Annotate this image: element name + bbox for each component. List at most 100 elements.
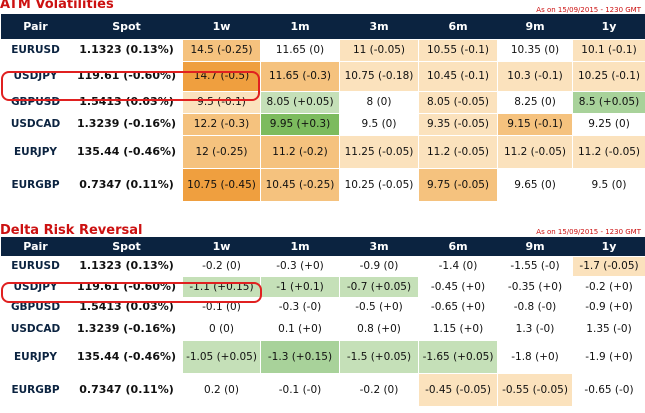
value-cell: 9.25 (0): [572, 112, 645, 136]
rr-header-1m: 1m: [260, 237, 340, 256]
table-row: USDCAD 1.3239 (-0.16%) 0 (0) 0.1 (+0) 0.8 (+…: [0, 316, 645, 341]
pair-cell: EURJPY: [0, 134, 71, 169]
value-cell: 9.15 (-0.1): [497, 112, 573, 136]
value-cell: 0 (0): [182, 316, 261, 341]
rr-header-1y: 1y: [572, 237, 645, 256]
value-cell: 10.75 (-0.18): [339, 60, 419, 92]
risk-reversal-section: Delta Risk Reversal As on 15/09/2015 - 1…: [0, 223, 645, 413]
value-cell: -0.1 (0): [182, 296, 261, 318]
value-cell: -0.5 (+0): [339, 296, 419, 318]
value-cell: 8.05 (+0.05): [260, 90, 340, 114]
atm-header-6m: 6m: [418, 14, 498, 39]
value-cell: -0.9 (+0): [572, 296, 645, 318]
value-cell: -1.8 (+0): [497, 339, 573, 374]
value-cell: 0.1 (+0): [260, 316, 340, 341]
value-cell: 10.3 (-0.1): [497, 60, 573, 92]
rr-header-9m: 9m: [497, 237, 573, 256]
table-row: EURGBP 0.7347 (0.11%) 10.75 (-0.45) 10.45 (…: [0, 167, 645, 202]
table-row: USDCAD 1.3239 (-0.16%) 12.2 (-0.3) 9.95 (+0…: [0, 112, 645, 136]
spot-cell: 135.44 (-0.46%): [70, 134, 183, 169]
atm-body: EURUSD 1.1323 (0.13%) 14.5 (-0.25) 11.65 (0…: [0, 38, 645, 202]
value-cell: 10.45 (-0.25): [260, 167, 340, 202]
atm-header-9m: 9m: [497, 14, 573, 39]
value-cell: 14.7 (-0.5): [182, 60, 261, 92]
spot-cell: 0.7347 (0.11%): [70, 167, 183, 202]
table-row: EURJPY 135.44 (-0.46%) 12 (-0.25) 11.2 (-0.…: [0, 134, 645, 169]
rr-header-spot: Spot: [70, 237, 183, 256]
pair-cell: EURGBP: [0, 372, 71, 407]
spot-cell: 1.1323 (0.13%): [70, 38, 183, 62]
value-cell: -1.05 (+0.05): [182, 339, 261, 374]
table-row: USDJPY 119.61 (-0.60%) 14.7 (-0.5) 11.65 (-…: [0, 60, 645, 92]
value-cell: -0.9 (0): [339, 255, 419, 277]
value-cell: 10.75 (-0.45): [182, 167, 261, 202]
rr-as-of: As on 15/09/2015 - 1230 GMT: [536, 228, 641, 236]
rr-header-row: Pair Spot 1w 1m 3m 6m 9m 1y: [0, 237, 645, 256]
value-cell: 1.3 (-0): [497, 316, 573, 341]
atm-title: ATM Volatilities: [0, 0, 114, 12]
value-cell: -0.7 (+0.05): [339, 275, 419, 298]
atm-table: Pair Spot 1w 1m 3m 6m 9m 1y EURUSD 1.1323 (0.13%…: [0, 14, 645, 202]
table-row: EURUSD 1.1323 (0.13%) -0.2 (0) -0.3 (+0) -0.…: [0, 255, 645, 277]
value-cell: 11.2 (-0.05): [497, 134, 573, 169]
value-cell: 10.1 (-0.1): [572, 38, 645, 62]
value-cell: 1.15 (+0): [418, 316, 498, 341]
rr-header-3m: 3m: [339, 237, 419, 256]
atm-header-pair: Pair: [0, 14, 71, 39]
value-cell: 8.25 (0): [497, 90, 573, 114]
value-cell: -0.65 (+0): [418, 296, 498, 318]
rr-header-6m: 6m: [418, 237, 498, 256]
value-cell: 11.2 (-0.05): [418, 134, 498, 169]
value-cell: -0.2 (0): [339, 372, 419, 407]
value-cell: -0.2 (0): [182, 255, 261, 277]
value-cell: -1.1 (+0.15): [182, 275, 261, 298]
table-row: GBPUSD 1.5413 (0.03%) 9.5 (-0.1) 8.05 (+0.0…: [0, 90, 645, 114]
value-cell: -0.3 (+0): [260, 255, 340, 277]
rr-body: EURUSD 1.1323 (0.13%) -0.2 (0) -0.3 (+0) -0.…: [0, 255, 645, 407]
value-cell: -1.4 (0): [418, 255, 498, 277]
pair-cell: USDJPY: [0, 60, 71, 92]
rr-table: Pair Spot 1w 1m 3m 6m 9m 1y EURUSD 1.1323 (0.13%…: [0, 237, 645, 407]
value-cell: 11 (-0.05): [339, 38, 419, 62]
value-cell: -1.5 (+0.05): [339, 339, 419, 374]
table-row: EURUSD 1.1323 (0.13%) 14.5 (-0.25) 11.65 (0…: [0, 38, 645, 62]
spot-cell: 119.61 (-0.60%): [70, 60, 183, 92]
rr-title: Delta Risk Reversal: [0, 223, 143, 238]
value-cell: 9.35 (-0.05): [418, 112, 498, 136]
value-cell: 11.65 (-0.3): [260, 60, 340, 92]
value-cell: 9.75 (-0.05): [418, 167, 498, 202]
table-row: USDJPY 119.61 (-0.60%) -1.1 (+0.15) -1 (+0.…: [0, 275, 645, 298]
atm-volatilities-section: ATM Volatilities As on 15/09/2015 - 1230…: [0, 0, 645, 202]
pair-cell: USDCAD: [0, 316, 71, 341]
value-cell: 9.95 (+0.3): [260, 112, 340, 136]
spot-cell: 1.3239 (-0.16%): [70, 316, 183, 341]
spot-cell: 1.1323 (0.13%): [70, 255, 183, 277]
value-cell: -0.1 (-0): [260, 372, 340, 407]
value-cell: 9.5 (-0.1): [182, 90, 261, 114]
value-cell: -1.55 (-0): [497, 255, 573, 277]
value-cell: -0.8 (-0): [497, 296, 573, 318]
pair-cell: USDJPY: [0, 275, 71, 298]
spot-cell: 1.5413 (0.03%): [70, 296, 183, 318]
pair-cell: USDCAD: [0, 112, 71, 136]
value-cell: -0.3 (-0): [260, 296, 340, 318]
value-cell: 0.2 (0): [182, 372, 261, 407]
value-cell: 10.25 (-0.1): [572, 60, 645, 92]
spot-cell: 1.5413 (0.03%): [70, 90, 183, 114]
pair-cell: EURGBP: [0, 167, 71, 202]
value-cell: 10.35 (0): [497, 38, 573, 62]
value-cell: -1.65 (+0.05): [418, 339, 498, 374]
value-cell: 0.8 (+0): [339, 316, 419, 341]
value-cell: -0.65 (-0): [572, 372, 645, 407]
value-cell: 10.45 (-0.1): [418, 60, 498, 92]
value-cell: 11.65 (0): [260, 38, 340, 62]
spot-cell: 119.61 (-0.60%): [70, 275, 183, 298]
value-cell: -0.35 (+0): [497, 275, 573, 298]
value-cell: -1.9 (+0): [572, 339, 645, 374]
rr-header-1w: 1w: [182, 237, 261, 256]
value-cell: 10.25 (-0.05): [339, 167, 419, 202]
spot-cell: 1.3239 (-0.16%): [70, 112, 183, 136]
atm-header-1m: 1m: [260, 14, 340, 39]
atm-as-of: As on 15/09/2015 - 1230 GMT: [536, 6, 641, 14]
value-cell: 10.55 (-0.1): [418, 38, 498, 62]
